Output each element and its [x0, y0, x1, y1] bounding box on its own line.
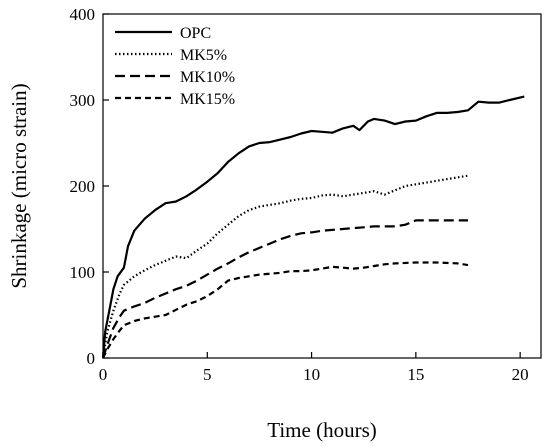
x-tick-label: 0: [99, 365, 108, 384]
legend-label: MK15%: [180, 91, 235, 108]
x-axis: 0 5 10 15 20: [99, 352, 529, 384]
y-tick-label: 200: [70, 177, 96, 196]
x-axis-title: Time (hours): [267, 418, 376, 442]
legend-label: MK5%: [180, 47, 227, 64]
series-line-mk15: [102, 261, 469, 359]
series-line-mk10: [101, 219, 468, 359]
y-axis-title: Shrinkage (micro strain): [7, 83, 31, 288]
series-line-mk5: [101, 174, 469, 359]
y-tick-label: 100: [70, 263, 96, 282]
series-line-opc: [101, 95, 525, 359]
x-tick-label: 5: [203, 365, 212, 384]
y-axis: 0 100 200 300 400: [70, 5, 109, 368]
x-tick-label: 15: [407, 365, 424, 384]
y-tick-label: 300: [70, 91, 96, 110]
y-tick-label: 0: [87, 349, 96, 368]
legend-label: OPC: [180, 25, 211, 42]
x-tick-label: 10: [303, 365, 320, 384]
x-tick-label: 20: [512, 365, 529, 384]
y-tick-label: 400: [70, 5, 96, 24]
series-layer: [101, 95, 525, 359]
plot-area-border: [102, 13, 542, 359]
plot-frame: [102, 13, 542, 359]
legend-label: MK10%: [180, 69, 235, 86]
legend: OPC MK5% MK10% MK15%: [115, 25, 235, 108]
